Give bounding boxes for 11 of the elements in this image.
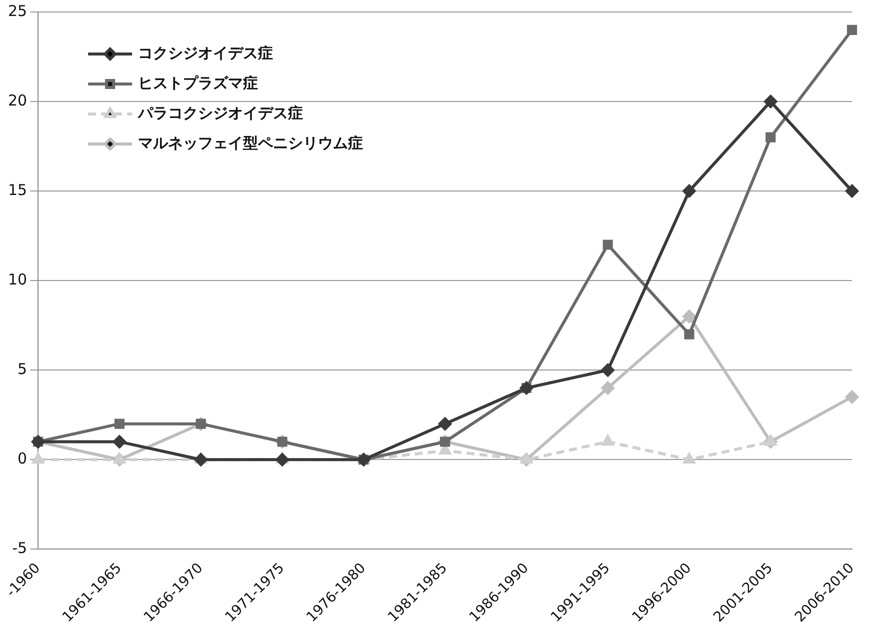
y-tick-label: 10 — [8, 270, 28, 288]
y-tick-label: -5 — [12, 539, 28, 558]
y-tick-label: 25 — [8, 2, 28, 20]
legend-label: マルネッフェイ型ペニシリウム症 — [138, 134, 364, 152]
y-tick-label: 20 — [8, 91, 28, 110]
y-tick-label: 5 — [18, 360, 28, 378]
legend-label: パラコクシジオイデス症 — [137, 104, 304, 122]
legend-label: コクシジオイデス症 — [138, 44, 274, 62]
y-tick-label: 15 — [8, 180, 28, 199]
legend-label: ヒストプラズマ症 — [138, 74, 258, 92]
y-tick-label: 0 — [18, 450, 28, 468]
